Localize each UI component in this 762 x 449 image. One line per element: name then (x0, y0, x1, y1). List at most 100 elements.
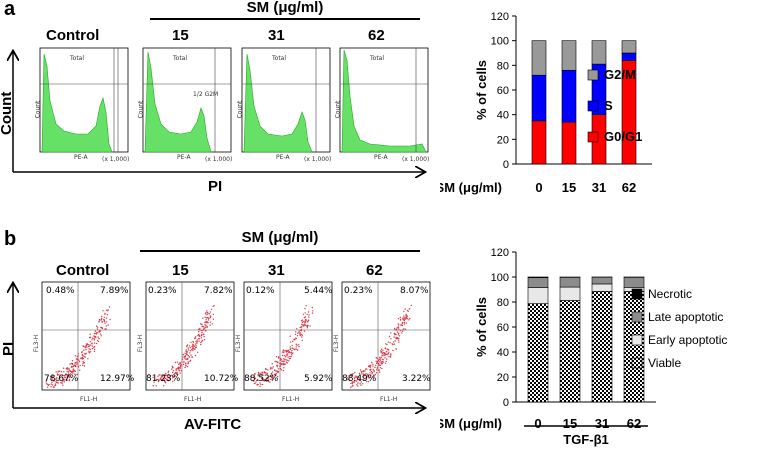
scatter-dot (101, 327, 104, 330)
scatter-dot (177, 373, 179, 376)
scatter-dot (91, 339, 93, 341)
scatter-dot (306, 327, 309, 329)
scatter-dot (71, 360, 74, 362)
scatter-dot (204, 326, 207, 328)
scatter-dot (274, 360, 276, 362)
scatter-dot (93, 336, 96, 338)
scatter-dot (93, 348, 96, 351)
scatter-dot (306, 313, 308, 315)
scatter-dot (350, 373, 352, 375)
scatter-dots (45, 306, 111, 389)
scatter-dot (95, 336, 97, 339)
scatter-dot (350, 382, 352, 385)
scatter-dot (173, 373, 176, 375)
scatter-dot (377, 362, 380, 365)
scatter-dot (292, 352, 294, 354)
scatter-dot (63, 381, 65, 383)
panel-b-header-rule (140, 250, 420, 252)
scatter-dot (74, 355, 77, 357)
scatter-dot (294, 339, 296, 341)
scatter-dot (261, 383, 264, 386)
scatter-dot (178, 363, 180, 365)
scatter-dot (66, 379, 68, 382)
scatter-dot (300, 326, 303, 328)
scatter-dot (161, 379, 163, 381)
scatter-dot (212, 318, 215, 320)
cell-cycle-chart: 0 20 40 60 80 100 120 % of cells 0 15 31 62 SM (μg/m… (440, 11, 652, 195)
scatter-dot (360, 384, 362, 386)
scatter-dot (184, 366, 186, 369)
scatter-dot (95, 325, 98, 327)
scatter-dot (167, 371, 169, 373)
scatter-0-plot (41, 281, 131, 391)
scatter-dot (284, 350, 286, 352)
scatter-dot (102, 310, 104, 312)
scatter-dot (199, 328, 201, 331)
scatter-dot (389, 342, 391, 344)
scatter-dot (196, 339, 198, 341)
scatter-dot (270, 376, 273, 378)
scatter-dot (96, 328, 99, 330)
scatter-dot (71, 371, 73, 374)
scatter-dot (361, 373, 363, 375)
scatter-dot (357, 382, 359, 384)
scatter-dot (46, 379, 48, 381)
scatter-dot (385, 360, 387, 363)
scatter-dot (81, 353, 84, 356)
scatter-dot (399, 329, 402, 332)
scatter-dot (160, 376, 163, 378)
scatter-dot (93, 338, 95, 340)
scatter-dot (96, 331, 98, 334)
scatter-dot (66, 368, 69, 370)
scatter-dot (76, 373, 78, 376)
scatter-dot (88, 351, 90, 353)
scatter-dot (379, 367, 381, 369)
scatter-title-2: 31 (268, 262, 285, 279)
scatter-0-lr: 12.97% (100, 374, 135, 384)
scatter-dot (282, 358, 285, 360)
scatter-dot (385, 353, 387, 355)
histogram-2: Total PE-A (x 1,000) Count (232, 46, 332, 164)
scatter-dot (86, 346, 88, 348)
scatter-dot (254, 377, 257, 380)
scatter-dot (379, 364, 382, 366)
group-label: TGF-β1 (563, 432, 609, 447)
bar-segment (591, 276, 613, 285)
scatter-dot (172, 380, 174, 383)
scatter-dot (398, 324, 400, 326)
scatter-dot (385, 343, 387, 345)
scatter-dot (304, 307, 306, 310)
scatter-dot (264, 368, 267, 370)
scatter-dot (209, 321, 212, 323)
scatter-dot (206, 311, 209, 314)
scatter-dot (68, 379, 70, 382)
scatter-dot (272, 377, 274, 379)
scatter-dot (184, 355, 187, 357)
scatter-dot (288, 352, 290, 354)
scatter-dots (249, 305, 314, 387)
scatter-dot (285, 351, 288, 353)
scatter-dot (103, 316, 106, 318)
scatter-dot (84, 346, 86, 349)
legend-label: Late apoptotic (648, 310, 723, 324)
scatter-dot (307, 319, 310, 321)
scatter-dot (190, 354, 192, 356)
scatter-dot (366, 375, 369, 377)
x-tick-label: 31 (595, 416, 609, 431)
bar-segment (591, 283, 613, 292)
scatter-dot (46, 386, 49, 388)
scatter-dot (62, 367, 65, 369)
scatter-dot (259, 382, 261, 384)
scatter-dot (148, 373, 150, 376)
histogram-3: Total PE-A (x 1,000) Count (330, 46, 430, 164)
scatter-dot (280, 359, 282, 361)
scatter-dot (372, 363, 374, 365)
scatter-dot (67, 372, 70, 374)
legend-swatch (631, 334, 643, 346)
scatter-dot (370, 376, 372, 379)
scatter-dot (209, 311, 211, 313)
scatter-dot (364, 375, 366, 377)
scatter-dot (383, 353, 385, 356)
scatter-dot (348, 378, 350, 381)
scatter-dot (380, 356, 383, 358)
